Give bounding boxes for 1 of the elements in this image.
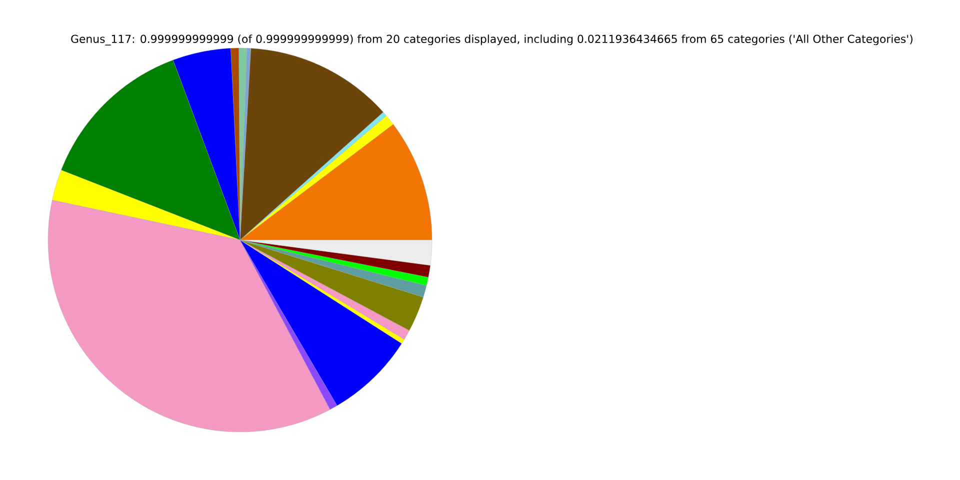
text: Genus_117: 0.999999999999 (of 0.999999999999) from 20 categories displayed, including 0.0211936434665 from 65 categories ('All Other Categories'): [71, 34, 912, 46]
